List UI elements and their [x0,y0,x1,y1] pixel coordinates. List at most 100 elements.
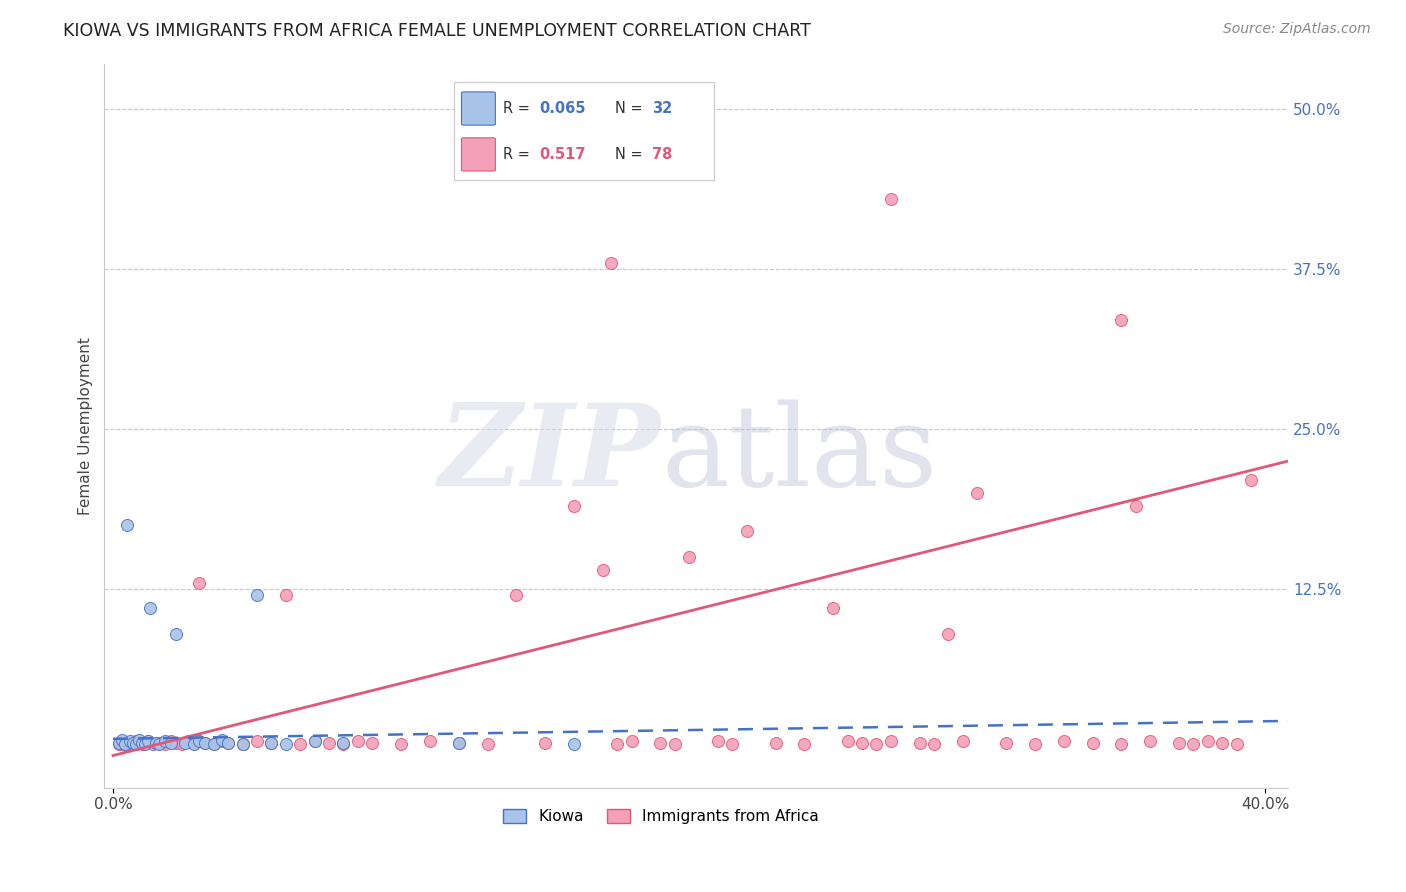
Point [1053,734,1076,748]
Point [678,549,700,564]
Point [304,734,326,748]
Point [134,737,156,751]
Point [707,734,730,748]
Point [139,601,162,615]
Point [246,734,269,748]
Point [274,737,297,751]
Point [347,734,370,748]
Point [172,737,194,751]
Point [122,736,145,750]
Point [194,736,217,750]
Point [793,737,815,751]
Point [159,736,181,750]
Point [145,736,167,750]
Point [131,737,153,751]
Point [202,737,225,751]
Point [117,518,139,533]
Point [134,736,156,750]
Point [1211,736,1233,750]
Point [211,733,233,747]
Point [125,737,148,751]
Point [153,734,176,748]
Point [650,736,672,750]
Point [922,737,945,751]
Point [260,736,283,750]
Point [1081,736,1104,750]
Point [217,736,239,750]
Point [721,737,744,751]
Point [114,737,136,751]
Point [120,736,142,750]
Text: ZIP: ZIP [439,400,661,510]
Point [1168,736,1191,750]
Point [1182,737,1205,751]
Point [620,734,643,748]
Point [562,499,585,513]
Point [1240,473,1263,487]
Point [183,737,205,751]
Point [837,734,859,748]
Legend: Kiowa, Immigrants from Africa: Kiowa, Immigrants from Africa [498,803,825,830]
Point [165,736,187,750]
Point [851,736,873,750]
Point [111,733,134,747]
Point [1024,737,1046,751]
Y-axis label: Female Unemployment: Female Unemployment [79,337,93,515]
Point [290,737,312,751]
Point [274,589,297,603]
Point [1139,734,1161,748]
Point [174,736,197,750]
Point [122,737,145,751]
Point [823,601,845,615]
Point [477,737,499,751]
Point [592,563,614,577]
Point [1125,499,1147,513]
Point [165,627,187,641]
Point [183,736,205,750]
Point [232,737,254,751]
Point [765,736,787,750]
Point [125,734,148,748]
Point [447,736,470,750]
Point [136,734,159,748]
Point [1225,737,1247,751]
Point [177,734,200,748]
Point [419,734,441,748]
Point [505,589,527,603]
Point [908,736,931,750]
Point [211,734,233,748]
Text: KIOWA VS IMMIGRANTS FROM AFRICA FEMALE UNEMPLOYMENT CORRELATION CHART: KIOWA VS IMMIGRANTS FROM AFRICA FEMALE U… [63,22,811,40]
Point [260,736,283,750]
Point [562,737,585,751]
Point [107,736,129,750]
Point [1197,734,1219,748]
Point [188,734,211,748]
Point [131,736,153,750]
Point [332,736,354,750]
Point [318,736,340,750]
Point [447,736,470,750]
Point [142,737,165,751]
Point [117,737,139,751]
Point [107,737,129,751]
Point [159,734,181,748]
Point [952,734,974,748]
Point [938,627,960,641]
Point [1111,313,1133,327]
Point [114,738,136,752]
Point [735,524,758,539]
Point [600,255,623,269]
Point [880,734,903,748]
Point [120,734,142,748]
Point [865,737,887,751]
Point [111,736,134,750]
Point [606,737,628,751]
Point [136,734,159,748]
Point [361,736,384,750]
Point [153,737,176,751]
Point [217,736,239,750]
Point [148,736,170,750]
Point [246,589,269,603]
Point [232,737,254,751]
Point [128,736,150,750]
